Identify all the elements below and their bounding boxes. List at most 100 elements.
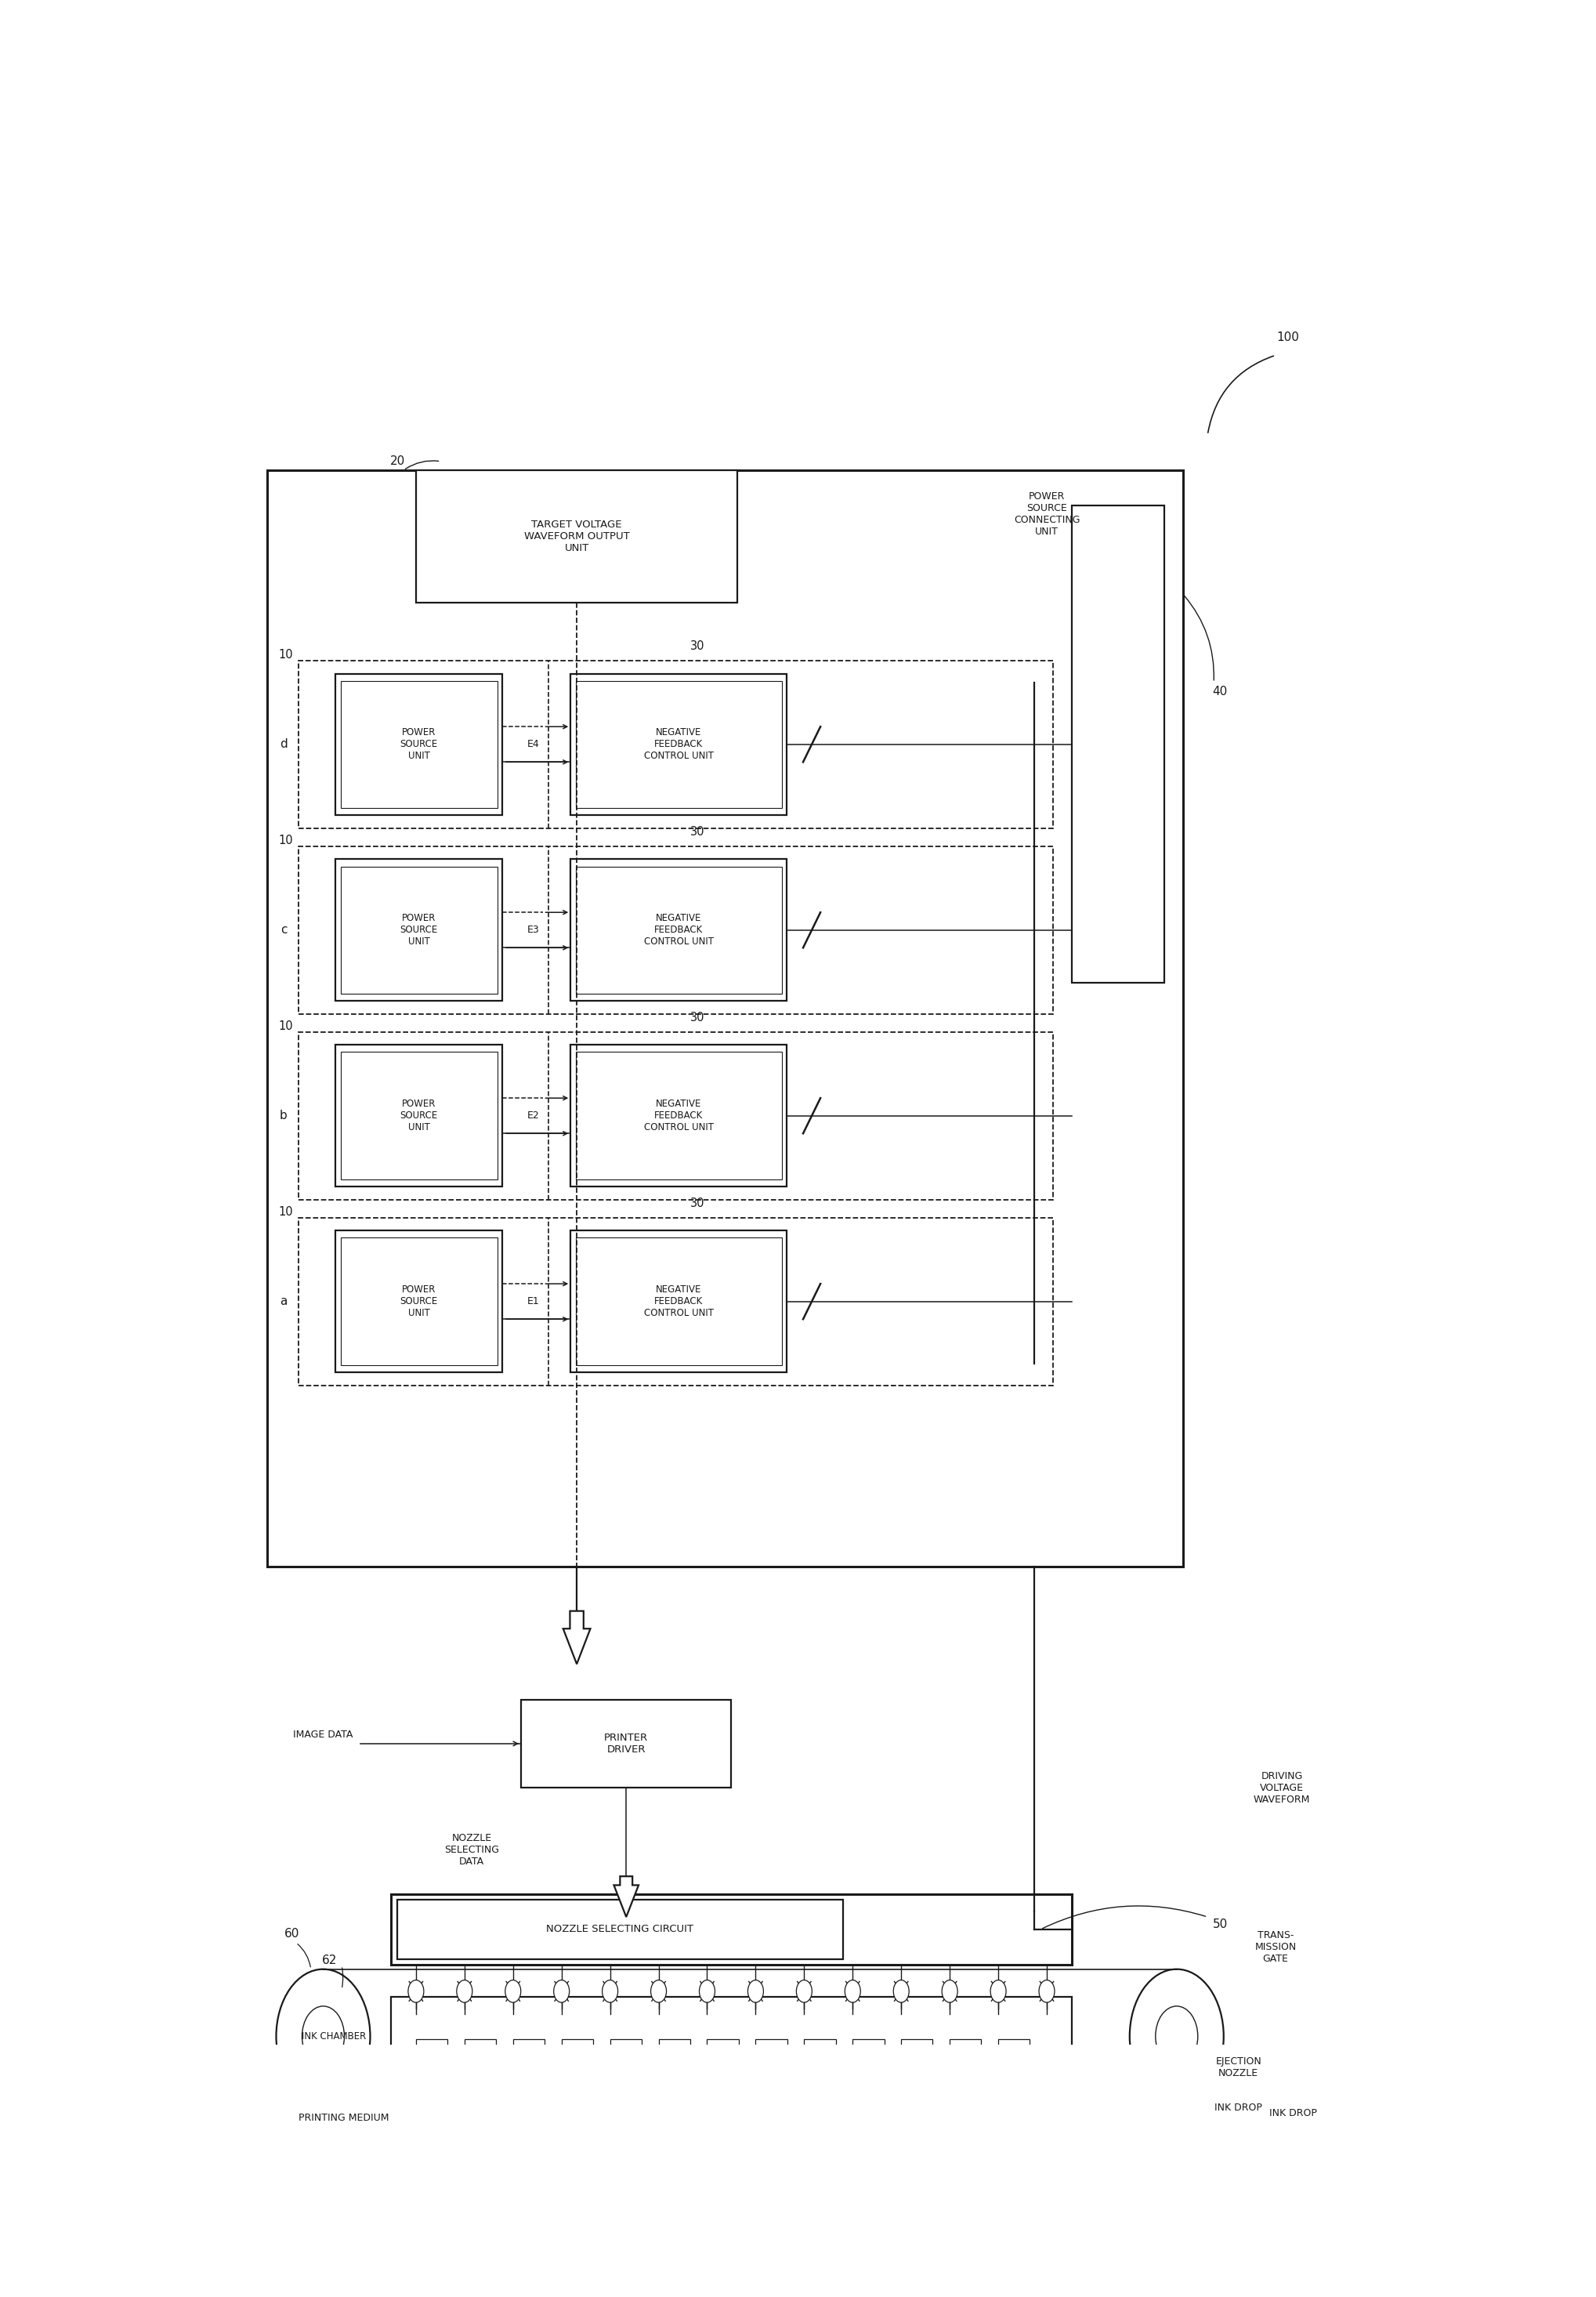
Bar	[417, 2040, 447, 2072]
Circle shape	[1029, 2093, 1052, 2122]
Bar	[755, 2040, 787, 2072]
Bar	[571, 859, 787, 1001]
Text: TRANS-
MISSION
GATE: TRANS- MISSION GATE	[1254, 1929, 1296, 1964]
Text: IMAGE DATA: IMAGE DATA	[294, 1730, 353, 1739]
Bar	[571, 1231, 787, 1371]
Text: 30: 30	[689, 1011, 704, 1024]
Circle shape	[894, 1980, 910, 2003]
Circle shape	[892, 2093, 913, 2122]
Circle shape	[796, 1980, 812, 2003]
Circle shape	[1156, 2005, 1199, 2067]
Circle shape	[942, 1980, 958, 2003]
Bar	[571, 673, 787, 815]
Text: E3: E3	[527, 926, 539, 935]
Bar	[998, 2040, 1029, 2072]
Text: INK DROP: INK DROP	[1215, 2104, 1262, 2113]
Bar	[268, 2136, 1301, 2161]
Circle shape	[276, 1969, 370, 2104]
Text: 30: 30	[689, 641, 704, 652]
Bar	[340, 866, 498, 995]
Text: 30: 30	[689, 1197, 704, 1208]
Circle shape	[456, 1980, 472, 2003]
Bar	[335, 1045, 503, 1188]
Text: c: c	[281, 923, 287, 935]
Bar	[610, 2040, 642, 2072]
Text: E4: E4	[527, 740, 539, 749]
Text: POWER
SOURCE
UNIT: POWER SOURCE UNIT	[401, 1098, 437, 1132]
Bar	[397, 1900, 843, 1959]
Text: POWER
SOURCE
UNIT: POWER SOURCE UNIT	[401, 728, 437, 760]
Text: 62: 62	[322, 1955, 337, 1966]
Circle shape	[686, 2093, 707, 2122]
Bar	[340, 1052, 498, 1178]
Bar	[520, 1700, 731, 1787]
Bar	[571, 1045, 787, 1188]
Text: 10: 10	[279, 1206, 294, 1217]
Text: NEGATIVE
FEEDBACK
CONTROL UNIT: NEGATIVE FEEDBACK CONTROL UNIT	[643, 728, 713, 760]
Text: E1: E1	[527, 1296, 539, 1307]
Circle shape	[302, 2005, 345, 2067]
Text: EJECTION
NOZZLE: EJECTION NOZZLE	[1216, 2056, 1261, 2079]
Bar	[417, 471, 737, 602]
Circle shape	[755, 2093, 776, 2122]
Circle shape	[749, 1980, 763, 2003]
Circle shape	[602, 1980, 618, 2003]
Text: POWER
SOURCE
UNIT: POWER SOURCE UNIT	[401, 914, 437, 946]
Circle shape	[844, 1980, 860, 2003]
Circle shape	[651, 1980, 667, 2003]
Bar	[950, 2040, 982, 2072]
Text: 20: 20	[389, 455, 405, 466]
Bar	[707, 2040, 739, 2072]
Bar	[576, 1052, 782, 1178]
Text: NOZZLE SELECTING CIRCUIT: NOZZLE SELECTING CIRCUIT	[546, 1925, 694, 1934]
Text: d: d	[279, 737, 287, 751]
Circle shape	[1130, 1969, 1224, 2104]
Text: E2: E2	[527, 1112, 539, 1121]
Circle shape	[1039, 1980, 1055, 2003]
Bar	[512, 2040, 544, 2072]
Bar	[902, 2040, 932, 2072]
Circle shape	[480, 2093, 501, 2122]
Text: 100: 100	[1277, 331, 1299, 345]
Circle shape	[824, 2093, 844, 2122]
Text: NEGATIVE
FEEDBACK
CONTROL UNIT: NEGATIVE FEEDBACK CONTROL UNIT	[643, 1098, 713, 1132]
Bar	[268, 471, 1183, 1567]
Circle shape	[618, 2093, 638, 2122]
Text: PRINTING MEDIUM: PRINTING MEDIUM	[298, 2113, 389, 2122]
Text: POWER
SOURCE
CONNECTING
UNIT: POWER SOURCE CONNECTING UNIT	[1013, 492, 1080, 537]
Text: PRINTER
DRIVER: PRINTER DRIVER	[605, 1732, 648, 1755]
Text: 10: 10	[279, 1020, 294, 1031]
Text: NOZZLE
SELECTING
DATA: NOZZLE SELECTING DATA	[444, 1833, 500, 1867]
Circle shape	[554, 1980, 570, 2003]
Text: 60: 60	[284, 1927, 300, 1939]
Text: 10: 10	[279, 650, 294, 662]
Bar	[340, 680, 498, 809]
Bar	[659, 2040, 689, 2072]
Text: DRIVING
VOLTAGE
WAVEFORM: DRIVING VOLTAGE WAVEFORM	[1253, 1771, 1310, 1805]
Bar	[804, 2040, 836, 2072]
Bar	[852, 2040, 884, 2072]
Bar	[562, 2040, 594, 2072]
Bar	[335, 673, 503, 815]
Text: INK DROP: INK DROP	[1269, 2109, 1317, 2118]
Circle shape	[409, 1980, 425, 2003]
Text: TARGET VOLTAGE
WAVEFORM OUTPUT
UNIT: TARGET VOLTAGE WAVEFORM OUTPUT UNIT	[523, 519, 629, 554]
Bar	[298, 1217, 1053, 1385]
Bar	[298, 659, 1053, 829]
Bar	[576, 680, 782, 809]
Bar	[391, 1895, 1071, 1964]
Bar	[576, 1238, 782, 1364]
Circle shape	[699, 1980, 715, 2003]
Bar	[298, 1031, 1053, 1199]
Polygon shape	[563, 1610, 591, 1663]
Bar	[391, 1996, 1071, 2076]
Bar	[298, 845, 1053, 1013]
Text: b: b	[279, 1109, 287, 1121]
Circle shape	[412, 2093, 433, 2122]
Circle shape	[506, 1980, 520, 2003]
Text: 30: 30	[689, 827, 704, 838]
Bar	[1071, 505, 1163, 983]
Text: NEGATIVE
FEEDBACK
CONTROL UNIT: NEGATIVE FEEDBACK CONTROL UNIT	[643, 1284, 713, 1318]
Circle shape	[961, 2093, 983, 2122]
Bar	[576, 866, 782, 995]
